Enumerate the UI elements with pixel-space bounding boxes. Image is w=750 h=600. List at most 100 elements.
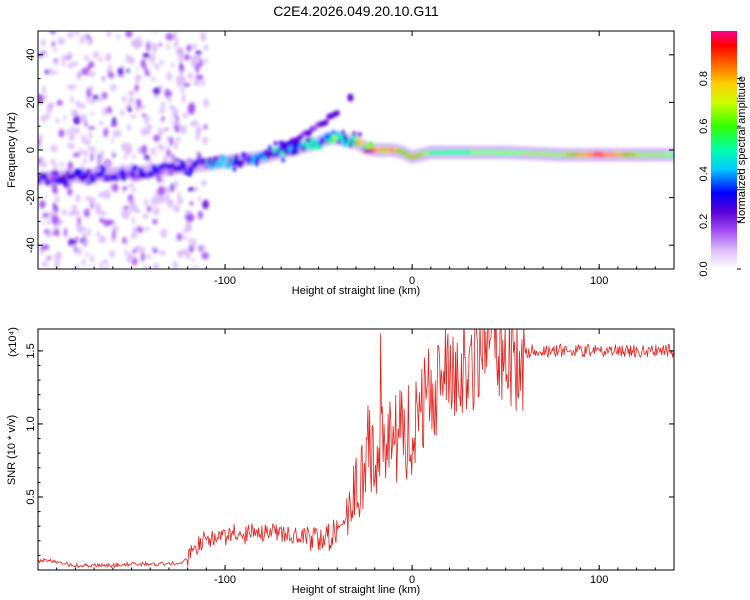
heatmap-cell: [139, 247, 146, 253]
heatmap-cell: [90, 112, 94, 117]
heatmap-cell: [48, 254, 52, 262]
heatmap-cell: [140, 127, 146, 136]
heatmap-cell: [518, 152, 523, 155]
heatmap-cell: [182, 112, 189, 119]
heatmap-cell: [172, 42, 179, 48]
heatmap-cell: [89, 37, 94, 45]
heatmap-cell: [134, 142, 141, 147]
heatmap-cell: [67, 142, 73, 149]
heatmap-cell: [173, 141, 178, 150]
heatmap-cell: [351, 134, 357, 142]
heatmap-cell: [88, 146, 96, 152]
heatmap-cell: [117, 67, 124, 77]
heatmap-cell: [197, 41, 203, 47]
heatmap-cell: [175, 121, 181, 127]
snr-x-label: Height of straight line (km): [292, 584, 420, 596]
x-tick-label: 0: [409, 574, 415, 586]
heatmap-cell: [173, 180, 179, 190]
heatmap-cell: [53, 228, 60, 237]
heatmap-cell: [98, 121, 104, 126]
heatmap-cell: [111, 116, 117, 125]
heatmap-cell: [64, 183, 69, 189]
heatmap-cell: [140, 144, 148, 155]
heatmap-cell: [41, 244, 50, 251]
heatmap-cell: [70, 95, 74, 104]
heatmap-cell: [170, 182, 174, 193]
heatmap-cell: [406, 154, 411, 157]
heatmap-cell: [87, 70, 96, 78]
heatmap-cell: [111, 137, 115, 144]
heatmap-cell: [48, 230, 54, 237]
heatmap-cell: [140, 59, 147, 69]
colorbar-tick-label: 0.8: [698, 71, 710, 86]
heatmap-cell: [168, 169, 174, 176]
heatmap-cell: [106, 106, 112, 115]
heatmap-cell: [50, 31, 56, 35]
x-tick-label: -100: [214, 574, 236, 586]
heatmap-cell: [122, 176, 127, 182]
heatmap-cell: [122, 205, 130, 210]
heatmap-cell: [87, 61, 95, 68]
heatmap-cell: [55, 117, 60, 124]
heatmap-cell: [357, 132, 362, 138]
heatmap-cell: [115, 205, 123, 215]
heatmap-cell: [166, 52, 174, 58]
heatmap-cell: [38, 142, 42, 151]
heatmap-cell: [110, 147, 119, 155]
heatmap-cell: [200, 179, 207, 187]
heatmap-cell: [104, 113, 111, 124]
heatmap-cell: [171, 105, 175, 115]
heatmap-cell: [183, 248, 188, 255]
heatmap-cell: [134, 120, 142, 129]
heatmap-cell: [48, 34, 56, 42]
heatmap-cell: [157, 185, 166, 196]
heatmap-cell: [101, 91, 108, 100]
heatmap-cell: [600, 153, 605, 156]
heatmap-cell: [395, 149, 400, 152]
heatmap-cell: [101, 75, 105, 82]
heatmap-cell: [582, 153, 587, 156]
heatmap-cell: [40, 114, 47, 123]
heatmap-cell: [52, 67, 59, 72]
heatmap-cell: [186, 43, 192, 52]
spectrogram-cells: [38, 31, 674, 269]
heatmap-cell: [172, 260, 179, 269]
heatmap-cell: [126, 124, 132, 132]
heatmap-cell: [116, 33, 120, 40]
heatmap-cell: [132, 164, 138, 172]
heatmap-cell: [503, 151, 508, 154]
heatmap-cell: [48, 177, 54, 185]
heatmap-cell: [131, 216, 136, 225]
heatmap-cell: [132, 154, 136, 159]
spectrogram-panel: -40 -20 0 20 40 -100 0 100 Height of straight …: [6, 30, 675, 297]
heatmap-cell: [198, 123, 203, 129]
heatmap-cell: [77, 42, 82, 50]
heatmap-cell: [158, 108, 166, 114]
heatmap-cell: [177, 31, 182, 41]
heatmap-cell: [473, 151, 478, 154]
heatmap-cell: [84, 139, 91, 146]
heatmap-cell: [80, 113, 87, 123]
heatmap-cell: [112, 229, 116, 240]
heatmap-cell: [174, 254, 179, 260]
spectrogram-y-axis: -40 -20 0 20 40: [25, 30, 674, 270]
heatmap-cell: [167, 95, 172, 103]
colorbar-label: Normalized spectral amplitude: [736, 76, 748, 224]
heatmap-cell: [145, 124, 153, 131]
heatmap-cell: [660, 153, 665, 156]
heatmap-cell: [54, 170, 59, 176]
heatmap-cell: [187, 187, 196, 192]
heatmap-cell: [98, 235, 107, 244]
heatmap-cell: [128, 183, 135, 189]
heatmap-cell: [84, 120, 88, 128]
heatmap-cell: [102, 106, 107, 116]
heatmap-cell: [152, 262, 160, 269]
heatmap-cell: [593, 153, 598, 156]
heatmap-cell: [574, 153, 579, 156]
heatmap-cell: [41, 57, 50, 63]
heatmap-cell: [200, 31, 207, 42]
heatmap-cell: [165, 32, 174, 41]
heatmap-cell: [77, 216, 81, 225]
heatmap-cell: [106, 31, 112, 37]
heatmap-cell: [383, 149, 388, 151]
